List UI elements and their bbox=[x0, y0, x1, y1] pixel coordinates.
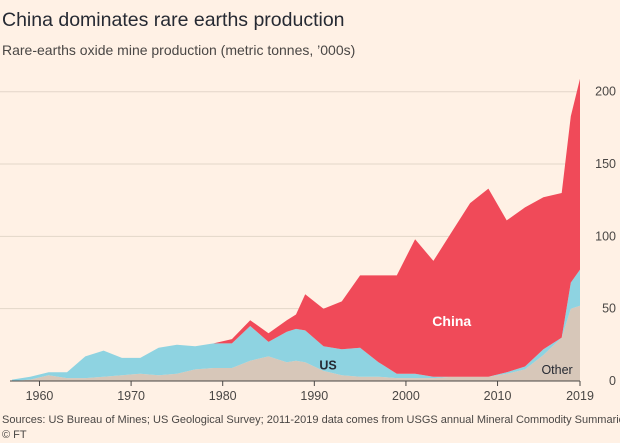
y-tick-label: 150 bbox=[595, 157, 616, 171]
x-tick-label: 1990 bbox=[300, 389, 328, 403]
x-tick-label: 1960 bbox=[26, 389, 54, 403]
series-label-us: US bbox=[319, 358, 336, 372]
chart-title: China dominates rare earths production bbox=[2, 9, 345, 31]
x-tick-label: 2010 bbox=[484, 389, 512, 403]
series-label-china: China bbox=[432, 313, 471, 329]
y-tick-label: 200 bbox=[595, 85, 616, 99]
y-tick-label: 0 bbox=[609, 374, 616, 388]
area-us bbox=[12, 269, 580, 381]
x-tick-label: 1970 bbox=[117, 389, 145, 403]
y-tick-label: 50 bbox=[602, 302, 616, 316]
area-china bbox=[12, 78, 580, 380]
series-areas bbox=[12, 78, 580, 381]
x-tick-label: 2019 bbox=[566, 389, 594, 403]
x-tick-label: 2000 bbox=[392, 389, 420, 403]
series-labels: China US Other bbox=[319, 313, 572, 377]
area-other bbox=[12, 305, 580, 381]
series-label-other: Other bbox=[541, 363, 572, 377]
x-tick-label: 1980 bbox=[209, 389, 237, 403]
source-note: Sources: US Bureau of Mines; US Geologic… bbox=[2, 414, 620, 426]
chart-subtitle: Rare-earths oxide mine production (metri… bbox=[2, 42, 356, 58]
axes: 0 50 100 150 200 1960 1970 1980 1990 2000 2010 2019 bbox=[10, 85, 616, 403]
y-tick-label: 100 bbox=[595, 229, 616, 243]
credit-note: © FT bbox=[2, 429, 27, 441]
